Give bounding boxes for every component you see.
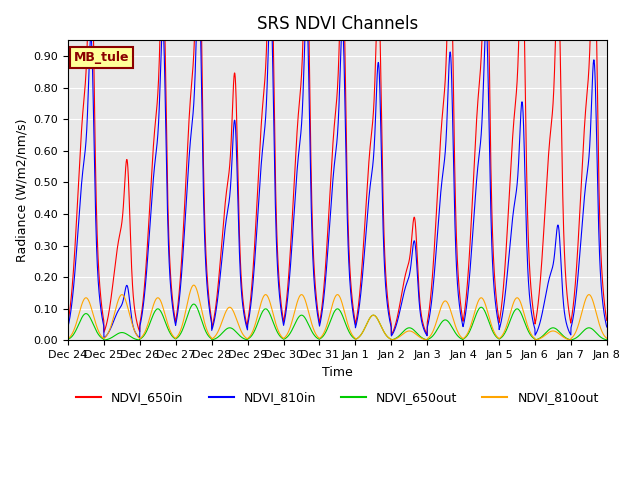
- Y-axis label: Radiance (W/m2/nm/s): Radiance (W/m2/nm/s): [15, 119, 28, 262]
- X-axis label: Time: Time: [322, 366, 353, 379]
- Legend: NDVI_650in, NDVI_810in, NDVI_650out, NDVI_810out: NDVI_650in, NDVI_810in, NDVI_650out, NDV…: [71, 386, 604, 409]
- Title: SRS NDVI Channels: SRS NDVI Channels: [257, 15, 418, 33]
- Text: MB_tule: MB_tule: [74, 51, 129, 64]
